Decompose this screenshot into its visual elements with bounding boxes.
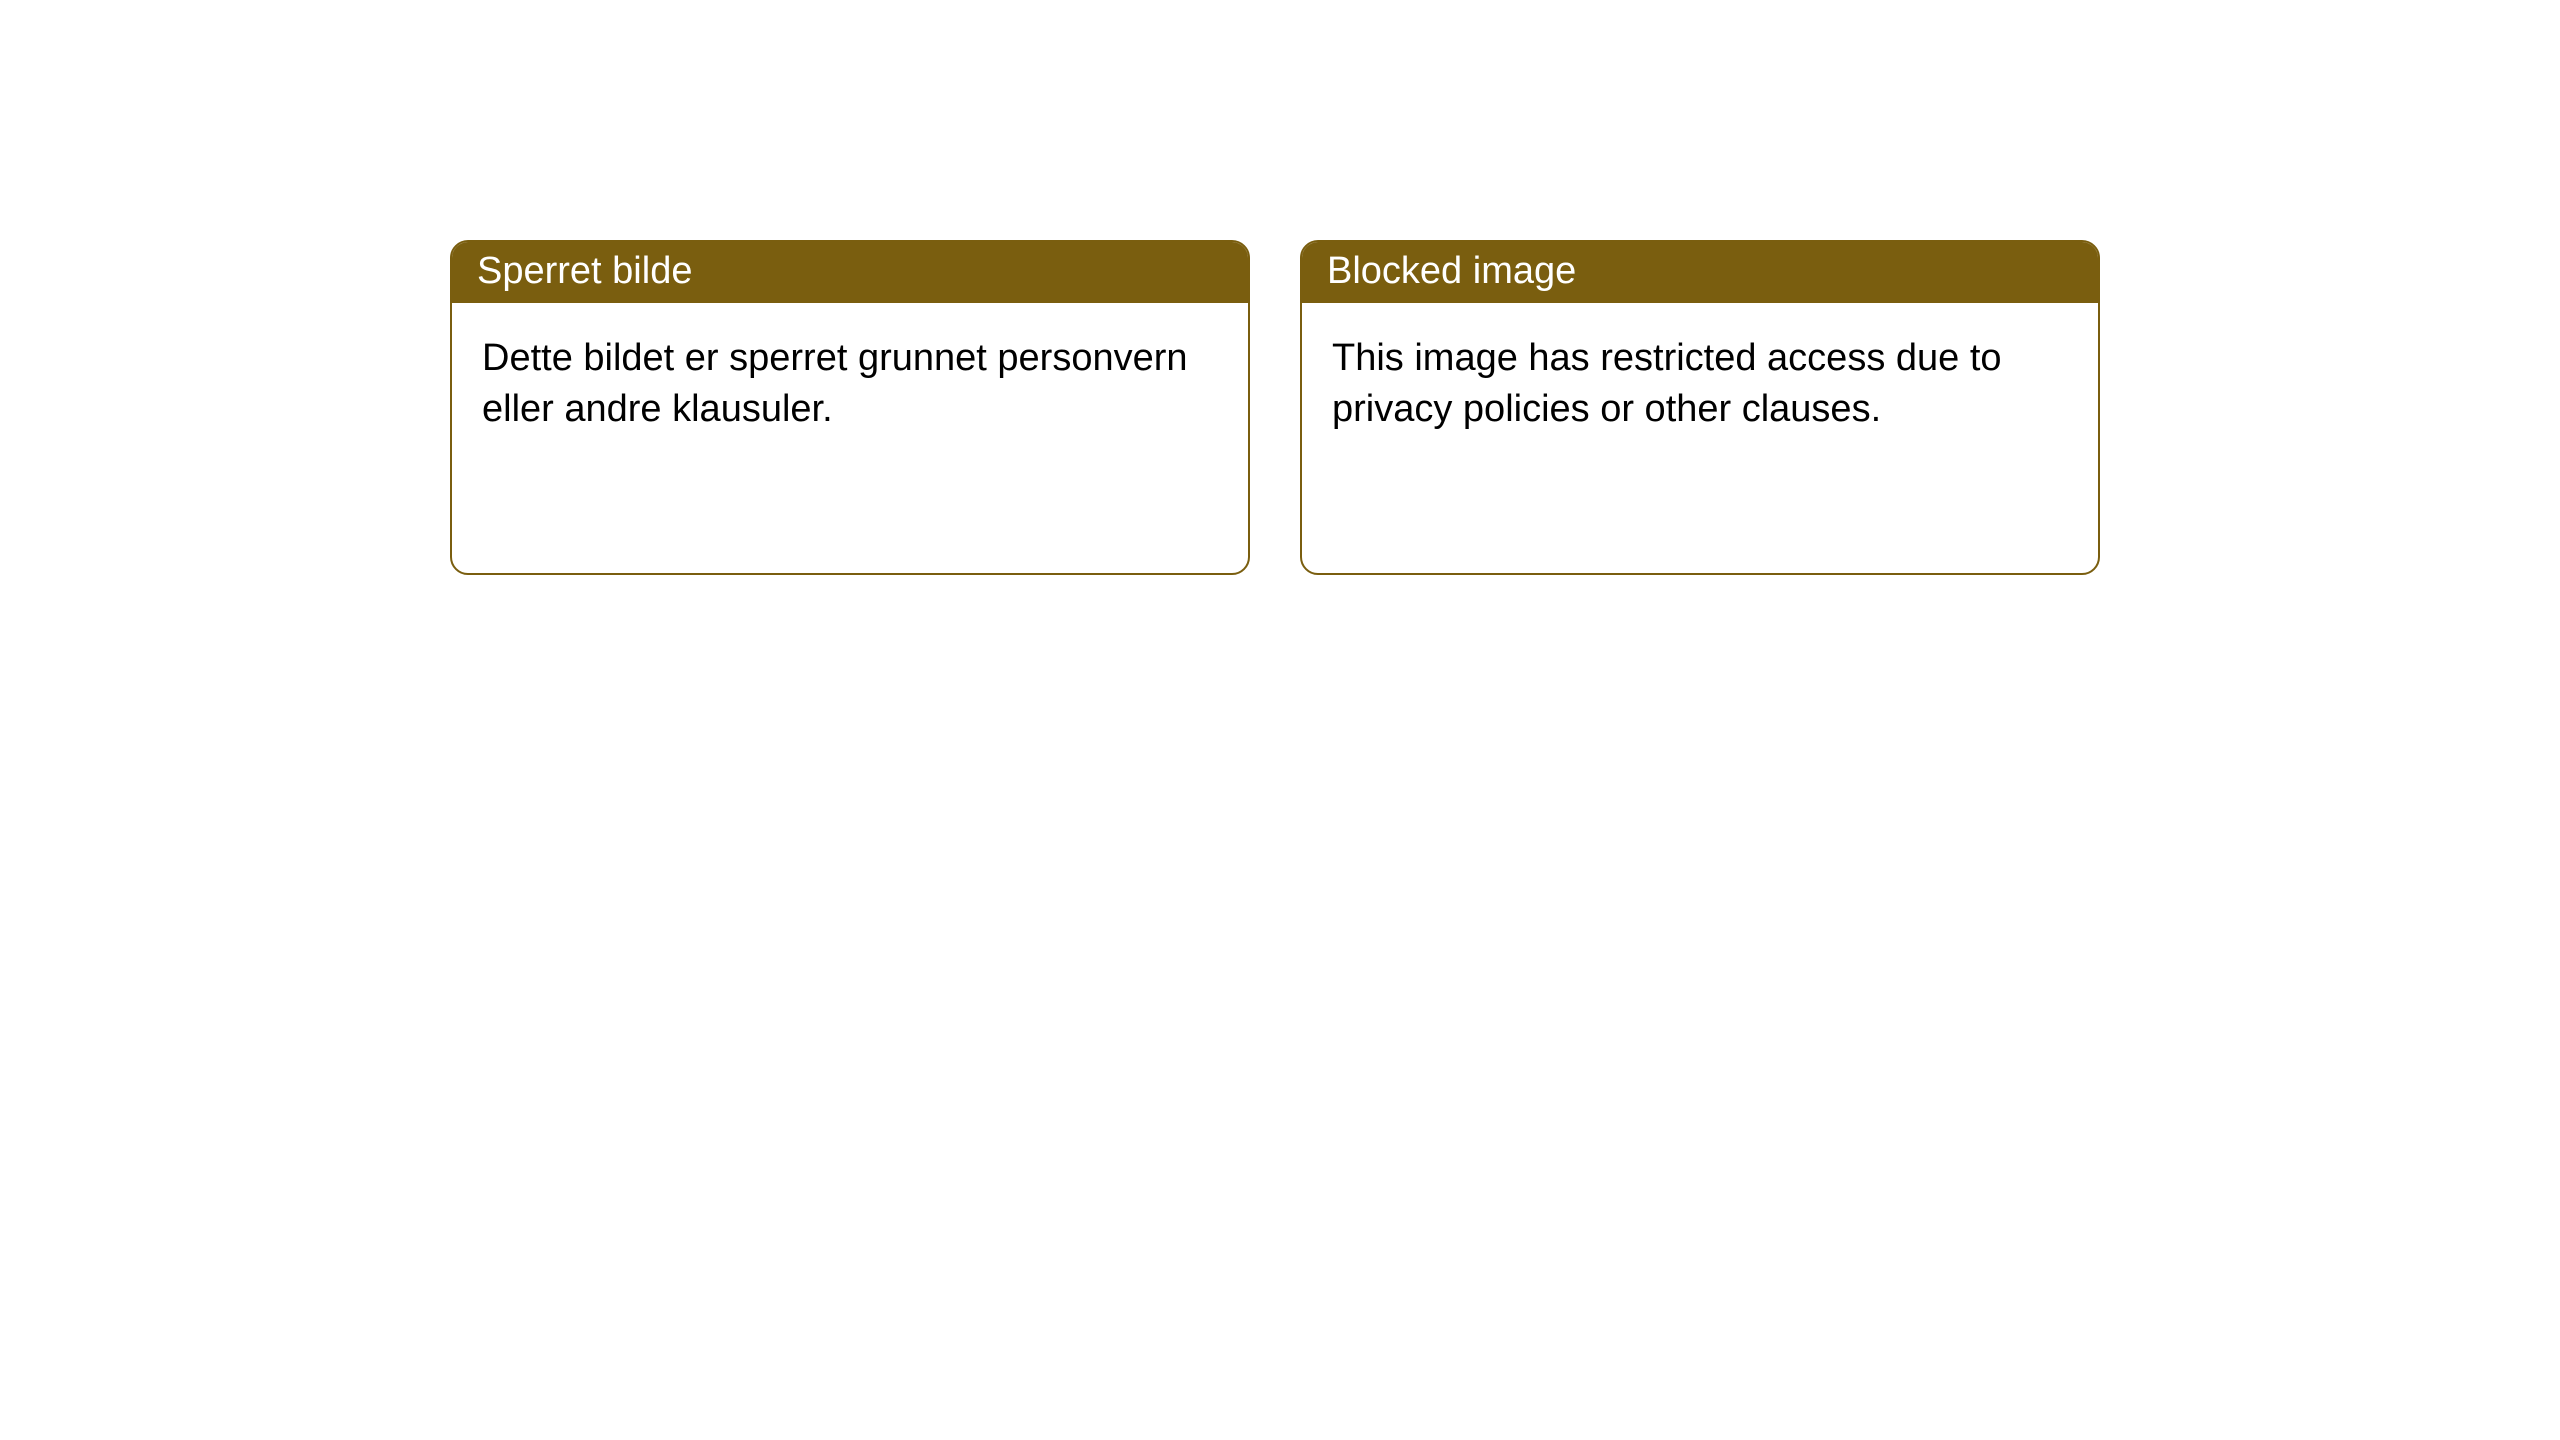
notices-container: Sperret bilde Dette bildet er sperret gr…: [450, 240, 2100, 575]
notice-title-english: Blocked image: [1302, 242, 2098, 303]
notice-card-english: Blocked image This image has restricted …: [1300, 240, 2100, 575]
notice-body-english: This image has restricted access due to …: [1302, 303, 2098, 466]
notice-title-norwegian: Sperret bilde: [452, 242, 1248, 303]
notice-card-norwegian: Sperret bilde Dette bildet er sperret gr…: [450, 240, 1250, 575]
notice-body-norwegian: Dette bildet er sperret grunnet personve…: [452, 303, 1248, 466]
